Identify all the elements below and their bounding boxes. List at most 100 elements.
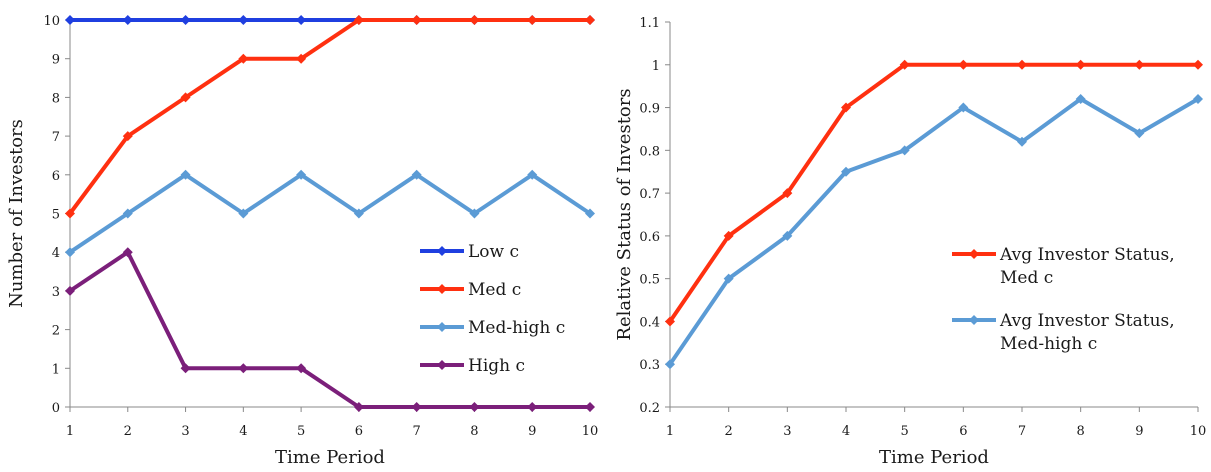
y-tick-label: 10 xyxy=(43,14,60,29)
x-tick-label: 2 xyxy=(124,424,132,439)
x-tick-label: 3 xyxy=(181,424,189,439)
x-tick-label: 5 xyxy=(297,424,305,439)
x-tick-label: 4 xyxy=(239,424,247,439)
legend-label: Avg Investor Status, Med-high c xyxy=(999,311,1175,354)
data-point xyxy=(527,169,538,180)
data-point xyxy=(353,208,364,219)
data-point xyxy=(899,145,910,156)
y-tick-label: 4 xyxy=(52,246,60,261)
y-tick-label: 0.4 xyxy=(639,315,660,330)
series-line xyxy=(668,97,1200,366)
data-point xyxy=(296,169,307,180)
x-tick-label: 4 xyxy=(842,424,850,439)
data-point xyxy=(65,247,75,258)
data-point xyxy=(411,169,422,180)
data-point xyxy=(665,359,675,370)
x-tick-label: 7 xyxy=(413,424,421,439)
data-point xyxy=(180,363,191,374)
data-point xyxy=(238,363,249,374)
x-tick-label: 1 xyxy=(666,424,674,439)
data-point xyxy=(238,53,249,64)
x-axis-title: Time Period xyxy=(879,447,989,468)
data-point xyxy=(585,402,595,412)
data-point xyxy=(723,273,734,284)
x-tick-label: 8 xyxy=(1077,424,1085,439)
data-point xyxy=(665,316,675,327)
data-point xyxy=(1134,59,1145,70)
data-point xyxy=(238,208,249,219)
data-point xyxy=(782,188,793,199)
data-point xyxy=(841,102,851,113)
x-tick-label: 8 xyxy=(470,424,478,439)
y-tick-label: 3 xyxy=(52,285,60,300)
x-tick-label: 7 xyxy=(1018,424,1026,439)
data-point xyxy=(958,102,969,113)
data-point xyxy=(180,15,191,25)
data-point xyxy=(1075,94,1086,104)
legend-marker xyxy=(437,284,447,294)
y-tick-label: 8 xyxy=(52,91,60,106)
y-tick-label: 0.7 xyxy=(639,187,660,202)
data-point xyxy=(585,15,595,25)
legend-marker xyxy=(437,360,447,370)
x-tick-label: 2 xyxy=(725,424,733,439)
series-line xyxy=(668,62,1198,323)
legend-label: Med-high c xyxy=(468,318,565,338)
y-tick-label: 5 xyxy=(52,208,60,223)
data-point xyxy=(1075,59,1086,70)
data-point xyxy=(122,15,133,25)
legend-label: Low c xyxy=(468,242,519,262)
y-tick-label: 9 xyxy=(52,53,60,68)
legend-marker xyxy=(437,322,447,332)
x-tick-label: 9 xyxy=(528,424,536,439)
data-point xyxy=(411,402,422,412)
data-point xyxy=(723,230,734,241)
data-point xyxy=(958,59,969,70)
data-point xyxy=(238,15,249,25)
data-point xyxy=(353,402,364,412)
data-point xyxy=(527,402,538,412)
data-point xyxy=(782,230,793,241)
data-point xyxy=(841,166,851,177)
data-point xyxy=(122,247,133,258)
data-point xyxy=(296,15,307,25)
data-point xyxy=(180,92,191,103)
series-line xyxy=(68,172,592,254)
series-line xyxy=(68,250,590,409)
y-tick-label: 0.2 xyxy=(639,401,660,416)
data-point xyxy=(353,15,364,25)
investor-status-chart: 0.2 0.3 0.4 0.5 0.6 0.7 0.8 0.9 1 1.1 1 2 3 4 5 6 7 8 9 10 T… xyxy=(614,16,1207,468)
data-point xyxy=(1193,94,1203,104)
y-tick-label: 0.9 xyxy=(639,102,660,117)
x-axis-title: Time Period xyxy=(275,447,385,468)
legend-label: High c xyxy=(468,356,525,376)
x-tick-label: 5 xyxy=(901,424,909,439)
y-tick-label: 0.5 xyxy=(639,273,660,288)
data-point xyxy=(180,169,191,180)
y-axis-title: Relative Status of Investors xyxy=(614,88,635,340)
y-tick-label: 0.8 xyxy=(639,144,660,159)
y-tick-label: 2 xyxy=(52,324,60,339)
data-point xyxy=(1017,59,1027,70)
y-tick-label: 0 xyxy=(52,401,60,416)
data-point xyxy=(469,402,480,412)
legend-marker xyxy=(969,249,979,259)
y-tick-label: 0.3 xyxy=(639,358,660,373)
data-point xyxy=(411,15,422,25)
data-point xyxy=(1193,59,1203,70)
data-point xyxy=(65,285,75,296)
x-tick-label: 3 xyxy=(783,424,791,439)
legend-label: Med c xyxy=(468,280,521,300)
y-tick-label: 7 xyxy=(52,130,60,145)
legend-marker xyxy=(969,315,979,325)
data-point xyxy=(122,208,133,219)
data-point xyxy=(296,53,307,64)
data-point xyxy=(1134,128,1145,139)
x-tick-label: 10 xyxy=(1190,424,1207,439)
data-point xyxy=(65,15,75,25)
x-tick-label: 6 xyxy=(959,424,967,439)
x-tick-label: 1 xyxy=(66,424,74,439)
y-tick-label: 1 xyxy=(652,59,660,74)
y-tick-label: 1.1 xyxy=(639,16,660,31)
data-point xyxy=(899,59,910,70)
